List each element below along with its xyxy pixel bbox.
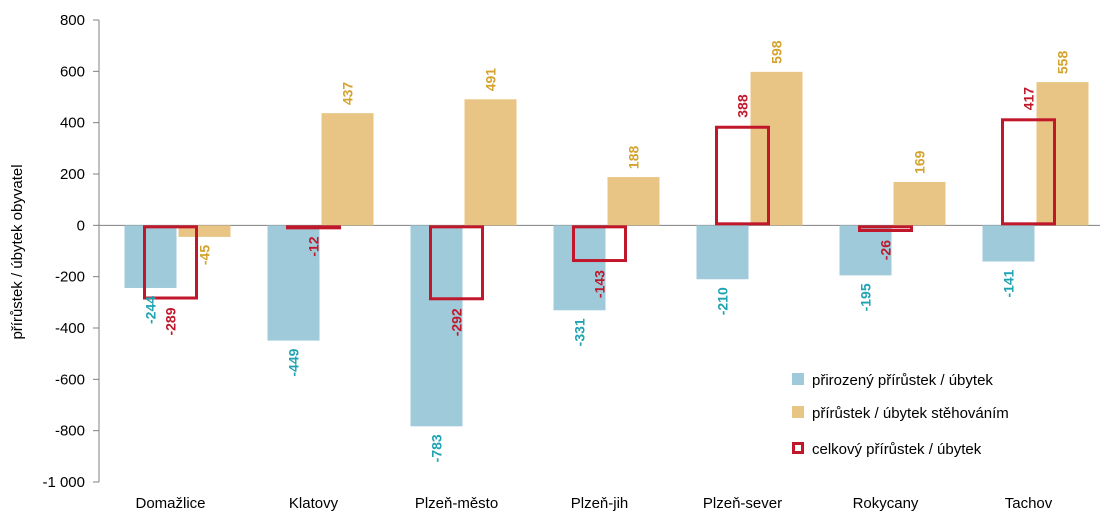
- bar-natural: [124, 225, 177, 288]
- data-label-migration: 188: [626, 146, 642, 170]
- data-label-total: -26: [878, 240, 894, 260]
- data-label-natural: -331: [572, 318, 588, 346]
- y-tick-label: -600: [55, 371, 85, 388]
- y-tick-label: -800: [55, 423, 85, 440]
- data-label-natural: -449: [286, 348, 302, 376]
- x-category-label: Domažlice: [135, 495, 205, 512]
- data-label-natural: -195: [858, 283, 874, 311]
- bar-total-outline: [286, 225, 341, 230]
- legend-swatch-total: [792, 442, 804, 454]
- x-category-label: Tachov: [1005, 495, 1053, 512]
- data-label-migration: 598: [769, 40, 785, 64]
- legend-entry: celkový přírůstek / úbytek: [812, 441, 982, 458]
- data-label-natural: -141: [1001, 269, 1017, 297]
- bar-natural: [982, 225, 1035, 262]
- bar-total-outline: [572, 225, 627, 263]
- bar-migration: [893, 181, 946, 226]
- x-category-label: Klatovy: [289, 495, 339, 512]
- bar-migration: [178, 225, 231, 237]
- y-axis-ticks: -1 000 -800 -600 -400 -200 0 200 400 600 800: [42, 12, 99, 491]
- bar-migration: [750, 71, 803, 226]
- data-labels: -244 -45 -289 -449 437 -12 -783 491 -292 -331 188 -…: [143, 40, 1071, 462]
- data-label-total: -12: [306, 236, 322, 256]
- bar-total-outline: [1001, 118, 1056, 226]
- bar-migration: [1036, 82, 1089, 226]
- data-label-total: -143: [592, 270, 608, 298]
- data-label-migration: -45: [197, 245, 213, 265]
- y-tick-label: 600: [60, 63, 85, 80]
- data-label-natural: -783: [429, 434, 445, 462]
- x-axis-categories: Domažlice Klatovy Plzeň-město Plzeň-jih Plze…: [135, 495, 1052, 512]
- data-label-natural: -244: [143, 296, 159, 324]
- x-category-label: Rokycany: [853, 495, 919, 512]
- y-tick-label: 800: [60, 12, 85, 29]
- bar-natural: [839, 225, 892, 276]
- data-label-migration: 491: [483, 68, 499, 92]
- bar-natural: [696, 225, 749, 280]
- data-label-natural: -210: [715, 287, 731, 315]
- data-label-total: -289: [163, 307, 179, 335]
- bar-migration: [464, 99, 517, 226]
- bar-total-outline: [858, 225, 913, 233]
- data-label-migration: 437: [340, 82, 356, 106]
- bar-natural: [410, 225, 463, 427]
- y-tick-label: 0: [77, 217, 85, 234]
- bars: [124, 71, 1089, 427]
- bar-total-outline: [715, 125, 770, 226]
- legend: přirozený přírůstek / úbytek přírůstek / …: [792, 372, 1009, 458]
- y-tick-label: -200: [55, 269, 85, 286]
- data-label-migration: 558: [1055, 51, 1071, 75]
- bar-natural: [553, 225, 606, 311]
- x-category-label: Plzeň-město: [415, 495, 498, 512]
- data-label-total: -292: [449, 308, 465, 336]
- legend-entry: přírůstek / úbytek stěhováním: [812, 405, 1009, 422]
- y-tick-label: -1 000: [42, 474, 85, 491]
- data-label-total: 417: [1021, 87, 1037, 111]
- y-tick-label: -400: [55, 320, 85, 337]
- bar-migration: [607, 177, 660, 226]
- x-category-label: Plzeň-sever: [703, 495, 782, 512]
- legend-entry: přirozený přírůstek / úbytek: [812, 372, 993, 389]
- bar-total-outline: [429, 225, 484, 301]
- legend-swatch: [792, 406, 804, 418]
- data-label-migration: 169: [912, 150, 928, 174]
- bar-migration: [321, 113, 374, 226]
- legend-swatch: [792, 373, 804, 385]
- y-tick-label: 400: [60, 115, 85, 132]
- bar-total-outline: [143, 225, 198, 300]
- x-category-label: Plzeň-jih: [571, 495, 629, 512]
- data-label-total: 388: [735, 94, 751, 118]
- bar-natural: [267, 225, 320, 341]
- y-axis-label: přírůstek / úbytek obyvatel: [9, 164, 26, 339]
- y-tick-label: 200: [60, 166, 85, 183]
